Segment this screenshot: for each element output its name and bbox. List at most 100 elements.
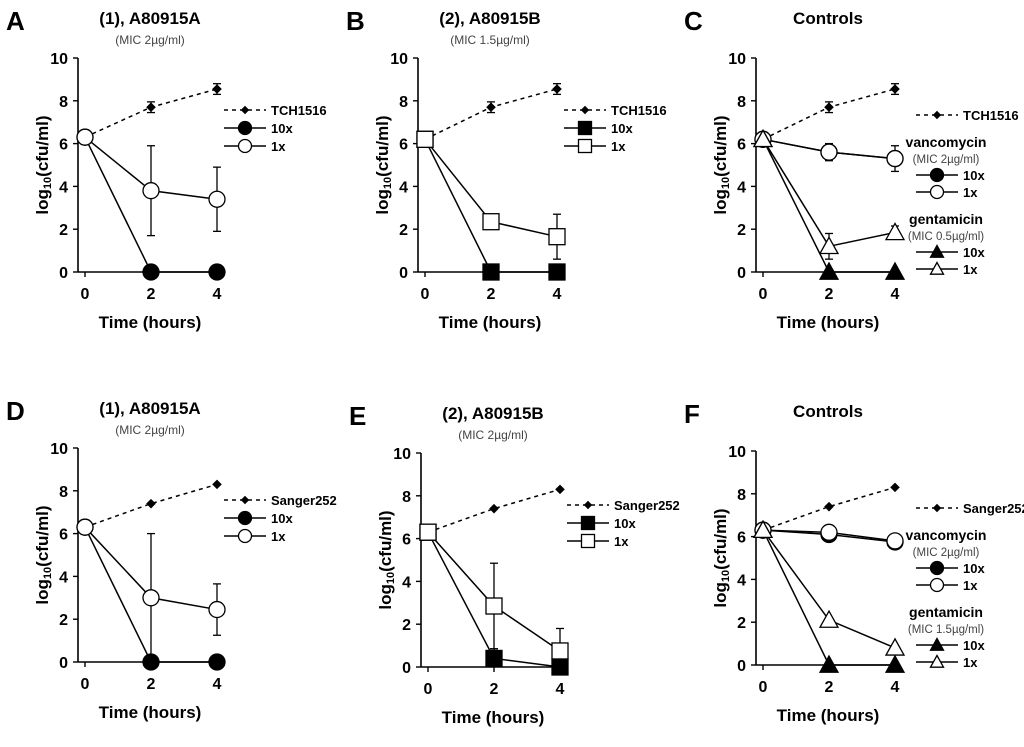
x-tick-label: 2 <box>490 681 499 698</box>
legend-label: 1x <box>963 655 978 670</box>
data-point-diamond <box>212 479 222 490</box>
legend-marker-diamond <box>580 105 590 115</box>
chart-title: (2), A80915B <box>439 9 540 28</box>
data-point-circle <box>142 182 160 200</box>
data-point-square <box>485 597 503 615</box>
y-tick-label: 8 <box>399 94 408 111</box>
data-point-diamond <box>146 498 156 509</box>
y-label-rest: (cfu/ml) <box>33 115 52 176</box>
legend-label: Sanger252 <box>271 493 337 508</box>
legend-label: 1x <box>963 262 978 277</box>
series-10x <box>424 138 557 273</box>
y-tick-label: 2 <box>737 615 746 632</box>
data-point-circle <box>76 518 94 536</box>
x-tick-label: 4 <box>556 681 565 698</box>
legend-marker-circle <box>237 138 253 154</box>
y-tick-label: 6 <box>59 527 68 544</box>
legend-label: 1x <box>611 139 626 154</box>
y-tick-label: 10 <box>50 441 68 458</box>
data-point-square <box>482 213 500 231</box>
series-1x <box>762 529 896 649</box>
y-tick-label: 10 <box>50 51 68 68</box>
legend-marker-circle <box>929 560 945 576</box>
markers-1x <box>416 130 566 246</box>
legend-marker-square <box>577 138 593 154</box>
legend-group-subheader: (MIC 2µg/ml) <box>913 547 980 559</box>
legend-marker-circle <box>237 120 253 136</box>
data-point-square <box>548 228 566 246</box>
data-point-square <box>485 649 503 668</box>
markers-1x <box>76 128 226 208</box>
legend-label: 10x <box>271 511 293 526</box>
series-Sanger252 <box>84 483 218 528</box>
y-tick-label: 4 <box>59 179 68 196</box>
markers-10x <box>416 130 566 281</box>
data-point-circle <box>820 523 838 541</box>
data-point-circle <box>208 263 226 281</box>
legend-marker-square <box>577 120 593 136</box>
legend-label: 10x <box>963 245 985 260</box>
y-label-base: log <box>373 189 392 215</box>
legend-group-header: vancomycin <box>906 134 987 150</box>
legend: TCH1516 vancomycin (MIC 2µg/ml) 10x 1x gentam… <box>906 108 1019 277</box>
y-tick-label: 4 <box>737 179 746 196</box>
y-axis-label: log10(cfu/ml) <box>376 510 397 609</box>
y-tick-label: 0 <box>737 658 746 675</box>
x-tick-label: 2 <box>147 286 156 303</box>
x-tick-label: 4 <box>553 286 562 303</box>
markers-1x <box>752 519 906 656</box>
legend-marker-diamond <box>583 500 593 510</box>
chart-title: Controls <box>793 402 863 421</box>
data-point-diamond <box>552 84 562 94</box>
y-axis-label: log10(cfu/ml) <box>33 505 54 604</box>
y-tick-label: 0 <box>737 265 746 282</box>
legend-marker-triangle <box>929 261 945 275</box>
x-tick-label: 2 <box>487 286 496 303</box>
panel-D: D (1), A80915A (MIC 2µg/ml) 0 2 4 6 8 10 0 2 4 Time … <box>6 396 337 722</box>
chart-subtitle: (MIC 2µg/ml) <box>115 423 185 437</box>
legend-marker-diamond <box>240 495 250 505</box>
series-1x <box>424 138 561 260</box>
series-TCH1516 <box>762 83 899 140</box>
legend-label: 10x <box>614 516 636 531</box>
y-tick-label: 2 <box>402 617 411 634</box>
series-line <box>424 88 558 140</box>
markers-1x <box>754 521 904 550</box>
data-point-diamond <box>824 501 834 512</box>
legend-marker-triangle <box>929 637 945 651</box>
legend-marker-diamond <box>240 105 250 115</box>
y-tick-label: 2 <box>59 612 68 629</box>
y-tick-label: 10 <box>390 51 408 68</box>
legend-marker-circle <box>237 528 253 544</box>
chart-subtitle: (MIC 2µg/ml) <box>458 428 528 442</box>
y-tick-label: 6 <box>737 530 746 547</box>
y-label-rest: (cfu/ml) <box>376 510 395 571</box>
legend-marker-circle <box>929 167 945 183</box>
legend-label: 10x <box>963 638 985 653</box>
x-tick-label: 0 <box>424 681 433 698</box>
y-tick-label: 2 <box>737 222 746 239</box>
panel-letter: E <box>349 401 366 431</box>
panel-letter: C <box>684 6 703 36</box>
legend-marker-diamond <box>932 503 942 513</box>
y-label-rest: (cfu/ml) <box>711 508 730 569</box>
y-label-rest: (cfu/ml) <box>373 115 392 176</box>
y-tick-label: 6 <box>737 137 746 154</box>
series-line <box>762 529 895 666</box>
data-point-square <box>482 263 500 281</box>
data-point-triangle <box>884 261 906 280</box>
chart-title: (2), A80915B <box>442 404 543 423</box>
y-axis-label: log10(cfu/ml) <box>373 115 394 214</box>
legend-label: 1x <box>963 185 978 200</box>
x-tick-label: 0 <box>81 286 90 303</box>
x-axis-label: Time (hours) <box>439 313 542 332</box>
chart-subtitle: (MIC 2µg/ml) <box>115 33 185 47</box>
legend-label: 1x <box>963 578 978 593</box>
legend: Sanger252 vancomycin (MIC 2µg/ml) 10x 1x gent… <box>906 501 1024 670</box>
legend-group-header: gentamicin <box>909 211 983 227</box>
y-axis-label: log10(cfu/ml) <box>711 508 732 607</box>
panel-E: E (2), A80915B (MIC 2µg/ml) 0 2 4 6 8 10 0 2 4 Time … <box>349 401 680 727</box>
data-point-diamond <box>489 503 499 514</box>
